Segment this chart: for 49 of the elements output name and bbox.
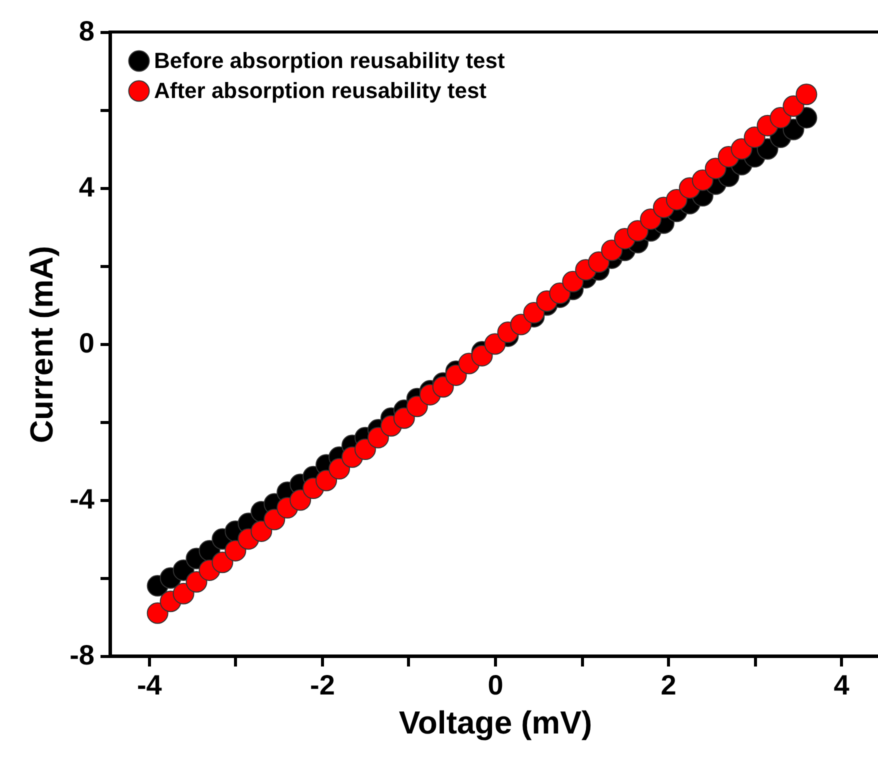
point: [406, 396, 428, 418]
y-tick-label: 8: [78, 16, 94, 46]
point: [744, 126, 766, 148]
point: [549, 282, 571, 304]
x-tick-label: -2: [310, 670, 335, 700]
point: [562, 270, 584, 292]
point: [445, 364, 467, 386]
point: [770, 107, 792, 129]
point: [367, 426, 389, 448]
point: [730, 138, 752, 160]
point: [250, 520, 272, 542]
point: [264, 508, 286, 530]
y-tick-label: 4: [78, 172, 95, 202]
point: [224, 540, 246, 562]
x-tick-label: 4: [834, 670, 850, 700]
point: [782, 95, 804, 117]
point: [354, 438, 376, 460]
point: [432, 376, 454, 398]
legend-label: Before absorption reusability test: [154, 48, 506, 73]
x-tick-label: 2: [660, 670, 676, 700]
point: [692, 169, 714, 191]
y-axis-title: Current (mA): [24, 246, 60, 444]
point: [588, 251, 610, 273]
y-tick-label: -8: [70, 640, 94, 670]
point: [172, 582, 194, 604]
legend-label: After absorption reusability test: [154, 78, 488, 103]
point: [601, 240, 623, 262]
x-tick-label: 0: [488, 670, 504, 700]
point: [484, 333, 506, 355]
point: [471, 344, 493, 366]
point: [393, 407, 415, 429]
point: [796, 84, 818, 106]
y-tick-label: -4: [70, 484, 95, 514]
point: [796, 107, 818, 129]
point: [146, 602, 168, 624]
point: [510, 314, 532, 336]
y-tick-label: 0: [78, 328, 94, 358]
point: [523, 302, 545, 324]
point: [316, 470, 338, 492]
point: [290, 489, 312, 511]
point: [640, 208, 662, 230]
x-axis-title: Voltage (mV): [398, 704, 592, 740]
x-tick-label: -4: [136, 670, 162, 700]
point: [186, 571, 208, 593]
point: [212, 552, 234, 574]
point: [704, 158, 726, 180]
point: [328, 458, 350, 480]
point: [627, 220, 648, 242]
point: [666, 188, 688, 210]
